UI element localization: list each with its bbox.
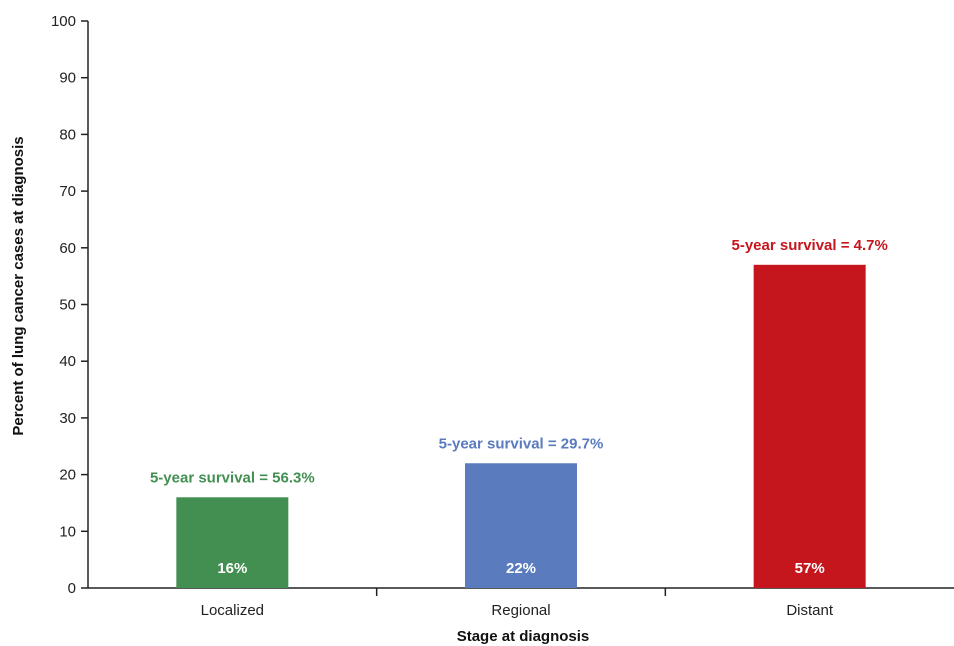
y-tick-label: 20 — [59, 467, 76, 484]
y-tick-label: 90 — [59, 70, 76, 87]
bar-distant — [753, 264, 866, 588]
bars — [176, 264, 866, 588]
survival-annotation: 5-year survival = 29.7% — [439, 435, 604, 452]
y-tick-label: 30 — [59, 410, 76, 427]
y-tick-label: 50 — [59, 297, 76, 314]
x-category-label: Regional — [491, 602, 550, 619]
y-tick-label: 10 — [59, 523, 76, 540]
bar-labels: 16% 5-year survival = 56.3% Localized 22% 5-… — [150, 237, 888, 619]
x-category-label: Localized — [201, 602, 264, 619]
x-axis-title: Stage at diagnosis — [457, 628, 590, 645]
y-tick-label: 0 — [68, 580, 76, 597]
x-category-label: Distant — [786, 602, 834, 619]
survival-annotation: 5-year survival = 4.7% — [731, 237, 887, 254]
bar-value-label: 57% — [795, 560, 825, 577]
y-tick-label: 60 — [59, 240, 76, 257]
y-tick-label: 80 — [59, 126, 76, 143]
y-axis-title: Percent of lung cancer cases at diagnosi… — [10, 136, 27, 435]
bar-value-label: 16% — [217, 560, 247, 577]
y-tick-label: 40 — [59, 353, 76, 370]
y-axis: 0 10 20 30 40 50 60 70 80 90 100 — [51, 13, 89, 597]
x-axis — [88, 587, 954, 596]
bar-value-label: 22% — [506, 560, 536, 577]
bar-localized — [176, 497, 289, 588]
bar-regional — [465, 463, 577, 588]
y-tick-label: 100 — [51, 13, 76, 30]
y-tick-label: 70 — [59, 183, 76, 200]
survival-annotation: 5-year survival = 56.3% — [150, 469, 315, 486]
